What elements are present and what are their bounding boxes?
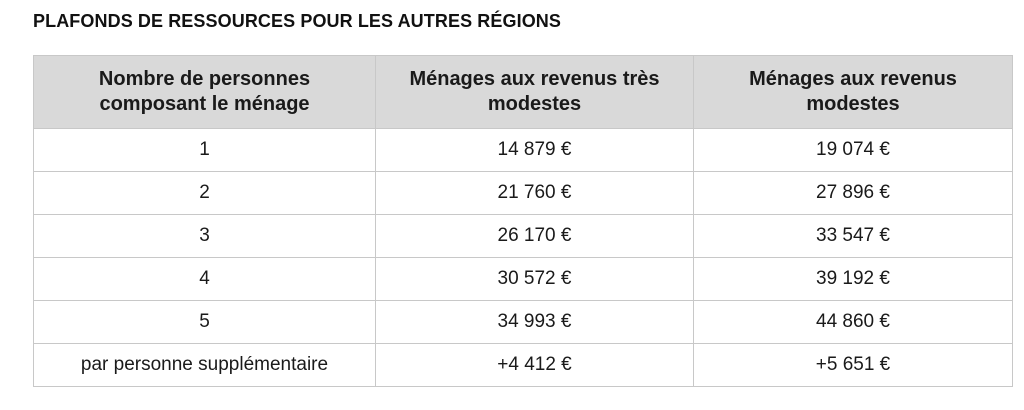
page-title: PLAFONDS DE RESSOURCES POUR LES AUTRES R… xyxy=(33,11,561,31)
cell-very-modest-ceiling: 34 993 € xyxy=(375,300,694,344)
cell-household-size: 4 xyxy=(33,257,376,301)
cell-household-size: par personne supplémentaire xyxy=(33,343,376,387)
header-modest-income: Ménages aux revenus modestes xyxy=(693,55,1013,129)
table-row: 5 34 993 € 44 860 € xyxy=(33,300,1013,344)
header-very-modest-income: Ménages aux revenus très modestes xyxy=(375,55,694,129)
cell-very-modest-ceiling: 21 760 € xyxy=(375,171,694,215)
resource-ceilings-table: Nombre de personnes composant le ménage … xyxy=(33,55,1013,387)
cell-modest-ceiling: 44 860 € xyxy=(693,300,1013,344)
cell-household-size: 1 xyxy=(33,128,376,172)
cell-modest-ceiling: 27 896 € xyxy=(693,171,1013,215)
cell-household-size: 3 xyxy=(33,214,376,258)
cell-household-size: 2 xyxy=(33,171,376,215)
cell-very-modest-ceiling: +4 412 € xyxy=(375,343,694,387)
cell-very-modest-ceiling: 26 170 € xyxy=(375,214,694,258)
table-row: 2 21 760 € 27 896 € xyxy=(33,171,1013,215)
cell-household-size: 5 xyxy=(33,300,376,344)
cell-modest-ceiling: 39 192 € xyxy=(693,257,1013,301)
table-header-row: Nombre de personnes composant le ménage … xyxy=(33,55,1013,129)
cell-very-modest-ceiling: 30 572 € xyxy=(375,257,694,301)
cell-modest-ceiling: +5 651 € xyxy=(693,343,1013,387)
table-row: 1 14 879 € 19 074 € xyxy=(33,128,1013,172)
cell-very-modest-ceiling: 14 879 € xyxy=(375,128,694,172)
cell-modest-ceiling: 19 074 € xyxy=(693,128,1013,172)
table-row: 3 26 170 € 33 547 € xyxy=(33,214,1013,258)
table-row: 4 30 572 € 39 192 € xyxy=(33,257,1013,301)
cell-modest-ceiling: 33 547 € xyxy=(693,214,1013,258)
table-row: par personne supplémentaire +4 412 € +5 … xyxy=(33,343,1013,387)
header-household-size: Nombre de personnes composant le ménage xyxy=(33,55,376,129)
